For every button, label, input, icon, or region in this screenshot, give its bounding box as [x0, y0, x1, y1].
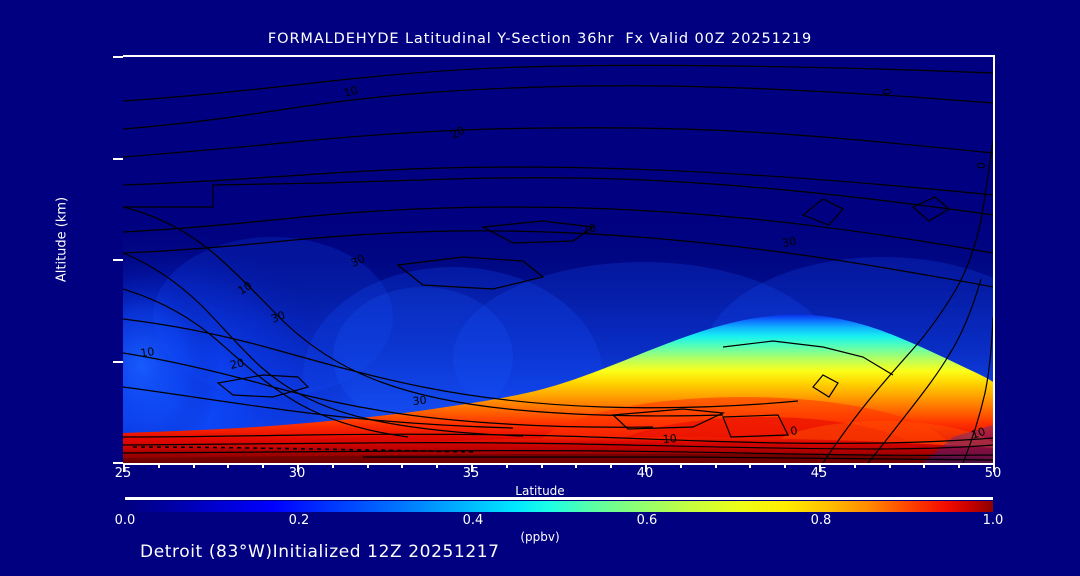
y-tick-mark — [113, 259, 123, 261]
x-tick-mark — [297, 463, 299, 472]
concentration-field: 10 20 30 10 20 30 20 30 10 0 0 0 30 10 1… — [123, 57, 993, 463]
x-tick-label: 25 — [114, 466, 132, 481]
contour-label: 10 — [662, 432, 677, 446]
x-tick-label: 50 — [984, 466, 1002, 481]
contour-label: 20 — [449, 124, 467, 142]
x-tick-minor — [575, 463, 578, 468]
contour-label: 10 — [342, 84, 359, 100]
y-tick-mark — [113, 56, 123, 58]
colorbar-tick-label: 1.0 — [982, 513, 1004, 528]
y-tick-mark — [113, 462, 123, 464]
colorbar-tick-label: 0.4 — [462, 513, 484, 528]
x-tick-label: 30 — [288, 466, 306, 481]
plot-border-top — [123, 55, 995, 57]
x-axis-title: Latitude — [515, 484, 565, 498]
contour-label: 0 — [881, 88, 894, 95]
x-tick-mark — [471, 463, 473, 472]
x-tick-mark — [993, 463, 995, 472]
contour-label: 10 — [236, 279, 255, 297]
contour-label: 20 — [581, 221, 597, 237]
x-tick-minor — [923, 463, 926, 468]
contour-label: 10 — [140, 345, 156, 360]
x-tick-minor — [192, 463, 195, 468]
plot-border-right — [993, 55, 995, 465]
colorbar-units-label: (ppbv) — [520, 530, 560, 544]
contour-label: 30 — [781, 235, 797, 250]
x-tick-minor — [436, 463, 439, 468]
x-tick-minor — [540, 463, 543, 468]
contour-label: 20 — [229, 356, 245, 372]
plot-border-bottom — [123, 463, 995, 465]
colorbar-tick-label: 0.6 — [636, 513, 658, 528]
x-tick-minor — [227, 463, 230, 468]
contour-label: 10 — [970, 425, 988, 442]
page-title: FORMALDEHYDE Latitudinal Y-Section 36hr … — [267, 31, 813, 47]
contour-label: 30 — [269, 308, 287, 325]
x-tick-minor — [331, 463, 334, 468]
x-tick-minor — [366, 463, 369, 468]
x-tick-minor — [679, 463, 682, 468]
x-tick-minor — [505, 463, 508, 468]
y-tick-mark — [113, 361, 123, 363]
plot-area: 10 20 30 10 20 30 20 30 10 0 0 0 30 10 1… — [123, 57, 993, 463]
colorbar-tick-label: 0.2 — [288, 513, 310, 528]
x-tick-minor — [157, 463, 160, 468]
x-tick-mark — [123, 463, 125, 472]
y-axis-title: Altitude (km) — [54, 196, 70, 283]
colorbar — [125, 501, 993, 512]
contour-label: 30 — [349, 252, 367, 270]
contour-label: 30 — [412, 394, 427, 408]
contour-label-group: 10 20 30 10 20 30 20 30 10 0 0 0 30 10 1… — [140, 84, 988, 446]
x-tick-label: 45 — [810, 466, 828, 481]
x-tick-minor — [714, 463, 717, 468]
x-tick-minor — [888, 463, 891, 468]
x-tick-minor — [401, 463, 404, 468]
overlay-contours — [123, 64, 993, 463]
x-tick-mark — [645, 463, 647, 472]
x-tick-minor — [784, 463, 787, 468]
x-tick-minor — [749, 463, 752, 468]
footer-caption: Detroit (83°W)Initialized 12Z 20251217 — [140, 542, 500, 562]
x-tick-label: 40 — [636, 466, 654, 481]
contour-label: 0 — [975, 162, 988, 169]
x-tick-minor — [610, 463, 613, 468]
x-tick-label: 35 — [462, 466, 480, 481]
colorbar-cap — [125, 497, 993, 500]
x-tick-minor — [853, 463, 856, 468]
y-tick-mark — [113, 158, 123, 160]
contour-label: 0 — [790, 424, 799, 438]
x-tick-minor — [262, 463, 265, 468]
x-tick-minor — [958, 463, 961, 468]
x-tick-mark — [819, 463, 821, 472]
colorbar-tick-label: 0.8 — [810, 513, 832, 528]
colorbar-tick-label: 0.0 — [114, 513, 136, 528]
